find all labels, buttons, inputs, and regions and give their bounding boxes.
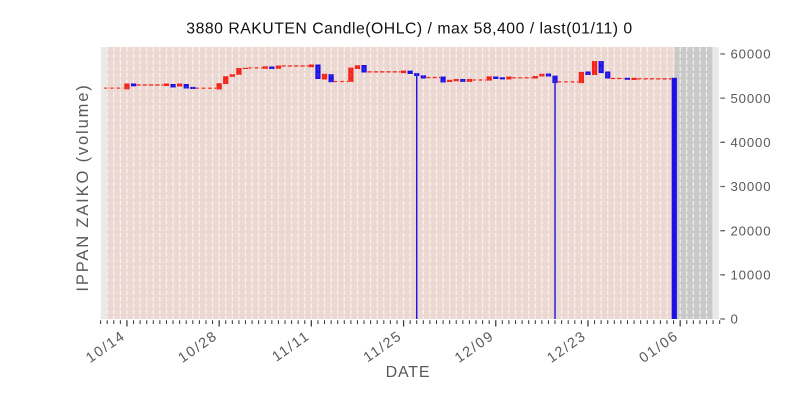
svg-text:60000: 60000	[731, 47, 772, 62]
svg-text:IPPAN ZAIKO (volume): IPPAN ZAIKO (volume)	[74, 83, 92, 291]
svg-text:11/25: 11/25	[361, 328, 406, 366]
svg-text:01/06: 01/06	[637, 328, 682, 367]
svg-text:20000: 20000	[731, 223, 772, 238]
svg-text:12/23: 12/23	[544, 328, 589, 367]
svg-text:0: 0	[731, 312, 739, 327]
svg-text:DATE: DATE	[386, 364, 431, 381]
svg-text:10/14: 10/14	[83, 328, 128, 367]
svg-text:3880 RAKUTEN Candle(OHLC) / ma: 3880 RAKUTEN Candle(OHLC) / max 58,400 /…	[186, 21, 632, 38]
svg-text:30000: 30000	[731, 179, 772, 194]
svg-text:40000: 40000	[731, 135, 772, 150]
svg-text:10/28: 10/28	[175, 328, 220, 367]
svg-text:12/09: 12/09	[452, 328, 497, 367]
svg-text:11/11: 11/11	[269, 328, 313, 365]
svg-text:10000: 10000	[731, 267, 772, 282]
svg-text:50000: 50000	[731, 91, 772, 106]
